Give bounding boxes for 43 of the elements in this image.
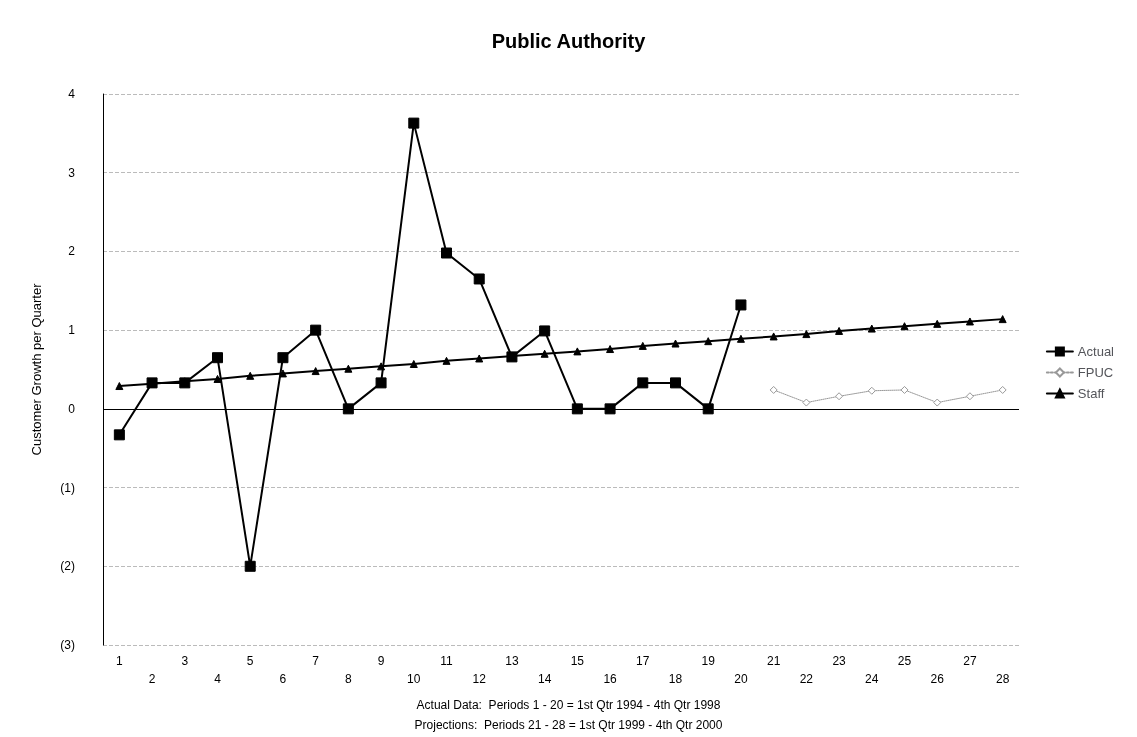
x-tick-label: 5 [246,654,254,668]
y-tick-label: 1 [68,323,76,338]
x-tick-label: 9 [377,654,385,668]
x-tick-label: 3 [181,654,189,668]
x-tick-label: 24 [865,672,879,686]
x-tick-label: 12 [472,672,487,686]
x-tick-label: 25 [897,654,912,668]
x-tick-label: 23 [832,654,847,668]
x-tick-label: 19 [701,654,716,668]
x-tick-label: 18 [668,672,683,686]
x-tick-label: 4 [214,672,222,686]
x-tick-label: 16 [603,672,618,686]
x-tick-label: 17 [636,654,650,668]
y-tick-label: 3 [68,165,76,180]
y-tick-label: 0 [68,401,76,416]
x-tick-label: 8 [345,672,353,686]
y-tick-label: (3) [60,638,75,652]
y-tick-label: (2) [60,559,75,574]
chart-title: Public Authority [491,30,647,52]
y-tick-label: 4 [68,87,76,101]
text: Actual Data: Periods 1 - 20 = 1st Qtr 1994 - 4th Qtr 1998 [416,698,721,712]
y-axis-title: Customer Growth per Quarter [29,282,44,456]
x-tick-label: 14 [537,672,552,686]
x-tick-label: 21 [766,654,781,668]
x-tick-label: 2 [148,672,156,686]
x-tick-label: 7 [312,654,320,668]
x-tick-label: 10 [407,672,421,686]
x-tick-label: 20 [734,672,748,686]
legend-label: Actual [1077,344,1115,359]
legend-label: FPUC [1077,365,1114,380]
text: Projections: Periods 21 - 28 = 1st Qtr 1999 - 4th Qtr 2000 [414,718,723,732]
y-tick-label: 2 [68,244,76,259]
x-tick-label: 13 [505,654,519,668]
x-tick-label: 22 [799,672,814,686]
x-tick-label: 26 [930,672,945,686]
x-tick-label: 27 [963,654,977,668]
x-tick-label: 28 [995,672,1010,686]
x-tick-label: 1 [116,654,124,668]
y-tick-label: (1) [60,480,75,495]
x-tick-label: 11 [440,654,454,668]
x-tick-label: 6 [279,672,287,686]
x-tick-label: 15 [570,654,585,668]
legend-label: Staff [1077,386,1105,401]
